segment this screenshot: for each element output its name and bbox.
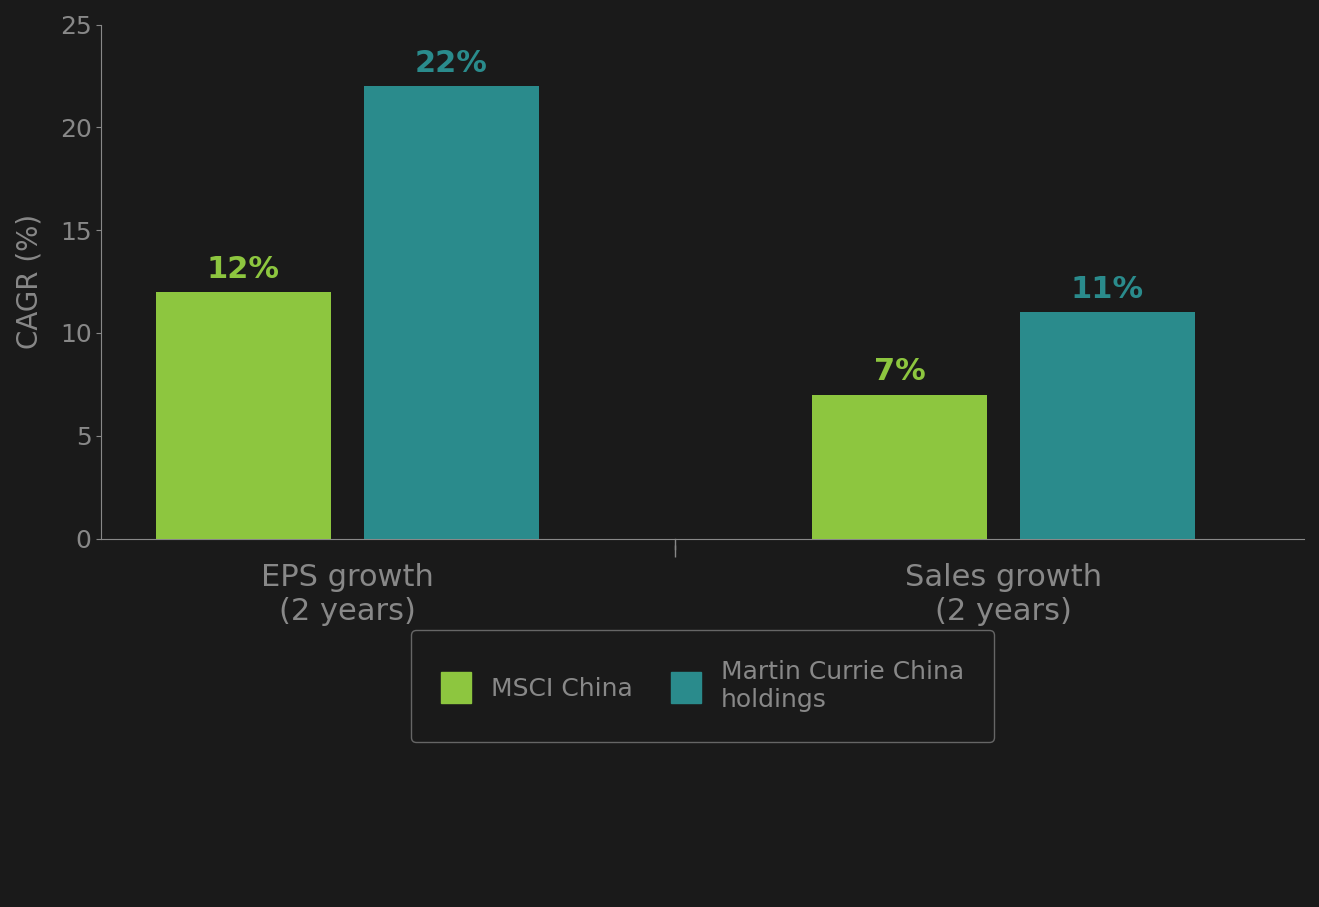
Bar xyxy=(364,86,538,539)
Text: 12%: 12% xyxy=(207,255,280,284)
Text: 7%: 7% xyxy=(873,357,926,386)
Bar xyxy=(156,292,331,539)
Text: 22%: 22% xyxy=(414,49,488,78)
Y-axis label: CAGR (%): CAGR (%) xyxy=(15,214,44,349)
Text: 11%: 11% xyxy=(1071,275,1144,304)
Bar xyxy=(813,395,987,539)
Bar xyxy=(1020,312,1195,539)
Legend: MSCI China, Martin Currie China
holdings: MSCI China, Martin Currie China holdings xyxy=(412,630,993,742)
